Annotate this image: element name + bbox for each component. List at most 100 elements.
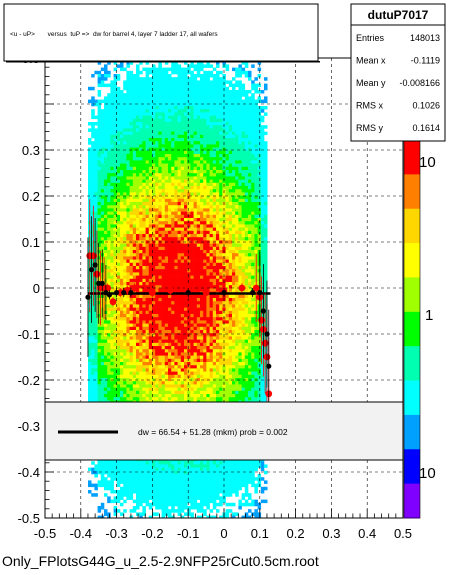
heatmap-cell	[136, 109, 140, 113]
heatmap-cell	[152, 294, 156, 299]
heatmap-cell	[113, 125, 118, 129]
heatmap-cell	[104, 243, 108, 248]
heatmap-cell	[161, 150, 166, 155]
heatmap-cell	[168, 512, 172, 516]
heatmap-cell	[113, 131, 118, 136]
heatmap-cell	[116, 266, 121, 270]
heatmap-cell	[116, 381, 121, 385]
heatmap-cell	[158, 67, 162, 72]
heatmap-cell	[116, 474, 121, 478]
heatmap-cell	[155, 346, 159, 350]
heatmap-cell	[196, 330, 201, 334]
heatmap-cell	[123, 246, 127, 251]
heatmap-cell	[193, 106, 198, 110]
heatmap-cell	[187, 154, 191, 158]
heatmap-cell	[155, 384, 159, 388]
heatmap-cell	[200, 195, 204, 200]
heatmap-cell	[184, 483, 188, 488]
heatmap-cell	[129, 342, 134, 347]
heatmap-cell	[180, 474, 185, 478]
heatmap-cell	[184, 96, 188, 100]
heatmap-cell	[113, 198, 118, 203]
heatmap-cell	[113, 173, 118, 177]
heatmap-cell	[126, 493, 130, 497]
heatmap-cell	[171, 70, 175, 75]
heatmap-cell	[94, 157, 98, 161]
heatmap-cell	[145, 150, 150, 155]
heatmap-cell	[97, 394, 102, 398]
heatmap-cell	[148, 362, 153, 366]
heatmap-cell	[107, 109, 111, 113]
heatmap-cell	[152, 166, 156, 171]
heatmap-cell	[200, 362, 204, 366]
heatmap-cell	[110, 330, 114, 334]
heatmap-cell	[126, 224, 130, 228]
heatmap-cell	[203, 237, 207, 241]
heatmap-cell	[145, 480, 150, 484]
heatmap-cell	[180, 352, 185, 356]
heatmap-cell	[152, 394, 156, 398]
heatmap-cell	[152, 195, 156, 200]
heatmap-cell	[110, 198, 114, 203]
heatmap-cell	[193, 269, 198, 273]
heatmap-cell	[168, 381, 172, 385]
heatmap-cell	[184, 230, 188, 235]
heatmap-cell	[203, 352, 207, 356]
heatmap-cell	[123, 330, 127, 334]
heatmap-cell	[155, 362, 159, 366]
heatmap-cell	[110, 464, 114, 468]
heatmap-cell	[180, 221, 185, 225]
heatmap-cell	[193, 125, 198, 129]
heatmap-cell	[180, 384, 185, 388]
heatmap-cell	[190, 486, 194, 491]
heatmap-cell	[94, 374, 98, 379]
heatmap-cell	[187, 64, 191, 68]
heatmap-cell	[177, 282, 182, 286]
heatmap-cell	[161, 512, 166, 516]
heatmap-cell	[116, 304, 121, 308]
heatmap-cell	[187, 198, 191, 203]
heatmap-cell	[126, 266, 130, 270]
heatmap-cell	[177, 192, 182, 196]
heatmap-cell	[171, 298, 175, 302]
heatmap-cell	[132, 384, 137, 388]
heatmap-cell	[97, 131, 102, 136]
heatmap-cell	[155, 288, 159, 292]
heatmap-cell	[107, 160, 111, 164]
heatmap-cell	[91, 333, 95, 337]
heatmap-cell	[116, 230, 121, 235]
heatmap-cell	[155, 502, 159, 507]
heatmap-cell	[113, 352, 118, 356]
heatmap-cell	[164, 134, 169, 139]
heatmap-cell	[193, 355, 198, 360]
heatmap-cell	[126, 170, 130, 174]
heatmap-cell	[161, 90, 166, 94]
heatmap-cell	[139, 198, 143, 203]
heatmap-cell	[177, 256, 182, 260]
heatmap-cell	[97, 256, 102, 260]
heatmap-cell	[193, 330, 198, 334]
heatmap-cell	[139, 502, 143, 507]
heatmap-cell	[110, 99, 114, 104]
heatmap-cell	[129, 470, 134, 475]
heatmap-cell	[142, 483, 146, 488]
heatmap-cell	[155, 304, 159, 308]
heatmap-cell	[123, 218, 127, 222]
heatmap-cell	[184, 355, 188, 360]
heatmap-cell	[184, 109, 188, 113]
heatmap-cell	[190, 288, 194, 292]
heatmap-cell	[155, 77, 159, 81]
heatmap-cell	[132, 230, 137, 235]
heatmap-cell	[174, 102, 178, 107]
heatmap-cell	[161, 352, 166, 356]
heatmap-cell	[180, 285, 185, 289]
heatmap-cell	[190, 464, 194, 468]
heatmap-cell	[110, 128, 114, 132]
heatmap-cell	[123, 486, 127, 491]
heatmap-cell	[193, 307, 198, 312]
heatmap-cell	[107, 499, 111, 504]
heatmap-cell	[203, 218, 207, 222]
heatmap-cell	[129, 493, 134, 497]
heatmap-cell	[129, 138, 134, 142]
heatmap-cell	[142, 477, 146, 481]
